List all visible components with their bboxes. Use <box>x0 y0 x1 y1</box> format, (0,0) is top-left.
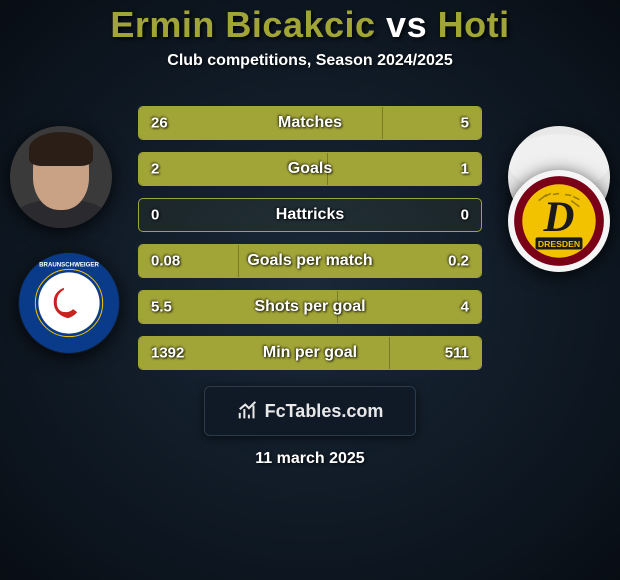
stat-bar: 0 0 Hattricks <box>138 198 482 232</box>
page-title: Ermin Bicakcic vs Hoti <box>0 4 620 46</box>
svg-text:D: D <box>543 194 575 241</box>
stat-fill-left <box>139 107 382 139</box>
stat-bar: 26 5 Matches <box>138 106 482 140</box>
brand-text: FcTables.com <box>265 401 384 422</box>
stat-value-right: 4 <box>461 299 469 316</box>
stat-label: Goals per match <box>247 252 372 270</box>
stat-value-right: 1 <box>461 161 469 178</box>
svg-text:DRESDEN: DRESDEN <box>538 239 580 249</box>
stat-bar: 5.5 4 Shots per goal <box>138 290 482 324</box>
player1-club-badge: BRAUNSCHWEIGER <box>18 252 120 354</box>
stat-bar: 1392 511 Min per goal <box>138 336 482 370</box>
player2-club-badge: D DRESDEN <box>508 170 610 272</box>
title-player1: Ermin Bicakcic <box>110 4 375 45</box>
stats-list: 26 5 Matches 2 1 Goals 0 0 Hattricks 0.08 0.2 Goals… <box>138 106 482 370</box>
stat-value-right: 0.2 <box>448 253 469 270</box>
face-placeholder <box>10 126 112 228</box>
stat-value-left: 1392 <box>151 345 184 362</box>
stat-value-left: 0 <box>151 207 159 224</box>
stat-value-right: 0 <box>461 207 469 224</box>
stat-value-left: 0.08 <box>151 253 180 270</box>
player1-avatar <box>10 126 112 228</box>
title-vs: vs <box>386 4 427 45</box>
stat-label: Min per goal <box>263 344 357 362</box>
stat-value-right: 5 <box>461 115 469 132</box>
stat-value-left: 2 <box>151 161 159 178</box>
stat-value-left: 26 <box>151 115 168 132</box>
stat-bar: 0.08 0.2 Goals per match <box>138 244 482 278</box>
stat-label: Hattricks <box>276 206 344 224</box>
svg-text:BRAUNSCHWEIGER: BRAUNSCHWEIGER <box>39 261 99 268</box>
stat-label: Matches <box>278 114 342 132</box>
subtitle: Club competitions, Season 2024/2025 <box>0 52 620 70</box>
stat-bar: 2 1 Goals <box>138 152 482 186</box>
stat-fill-right <box>327 153 481 185</box>
stat-value-left: 5.5 <box>151 299 172 316</box>
title-player2: Hoti <box>438 4 510 45</box>
stat-label: Goals <box>288 160 332 178</box>
stat-value-right: 511 <box>445 345 469 362</box>
date-text: 11 march 2025 <box>0 450 620 468</box>
comparison-card: Ermin Bicakcic vs Hoti Club competitions… <box>0 0 620 580</box>
chart-icon <box>237 400 259 422</box>
brand-badge[interactable]: FcTables.com <box>204 386 416 436</box>
stat-label: Shots per goal <box>254 298 365 316</box>
